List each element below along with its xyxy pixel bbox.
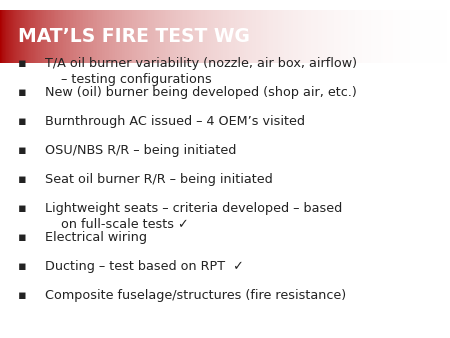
Text: ▪: ▪	[18, 232, 27, 244]
Text: Electrical wiring: Electrical wiring	[45, 232, 147, 244]
Text: ▪: ▪	[18, 202, 27, 215]
Text: OSU/NBS R/R – being initiated: OSU/NBS R/R – being initiated	[45, 144, 236, 158]
Text: ▪: ▪	[18, 173, 27, 187]
Text: Composite fuselage/structures (fire resistance): Composite fuselage/structures (fire resi…	[45, 289, 346, 303]
Text: Seat oil burner R/R – being initiated: Seat oil burner R/R – being initiated	[45, 173, 273, 187]
Text: ▪: ▪	[18, 57, 27, 70]
Text: T/A oil burner variability (nozzle, air box, airflow)
    – testing configuratio: T/A oil burner variability (nozzle, air …	[45, 57, 357, 86]
Text: ▪: ▪	[18, 144, 27, 158]
Text: New (oil) burner being developed (shop air, etc.): New (oil) burner being developed (shop a…	[45, 87, 357, 99]
Text: ▪: ▪	[18, 87, 27, 99]
Text: ▪: ▪	[18, 289, 27, 303]
Text: ▪: ▪	[18, 261, 27, 273]
Text: Burnthrough AC issued – 4 OEM’s visited: Burnthrough AC issued – 4 OEM’s visited	[45, 116, 305, 128]
Text: Lightweight seats – criteria developed – based
    on full-scale tests ✓: Lightweight seats – criteria developed –…	[45, 202, 342, 231]
Text: MAT’LS FIRE TEST WG: MAT’LS FIRE TEST WG	[18, 27, 250, 46]
Text: ▪: ▪	[18, 116, 27, 128]
Text: Ducting – test based on RPT  ✓: Ducting – test based on RPT ✓	[45, 261, 244, 273]
